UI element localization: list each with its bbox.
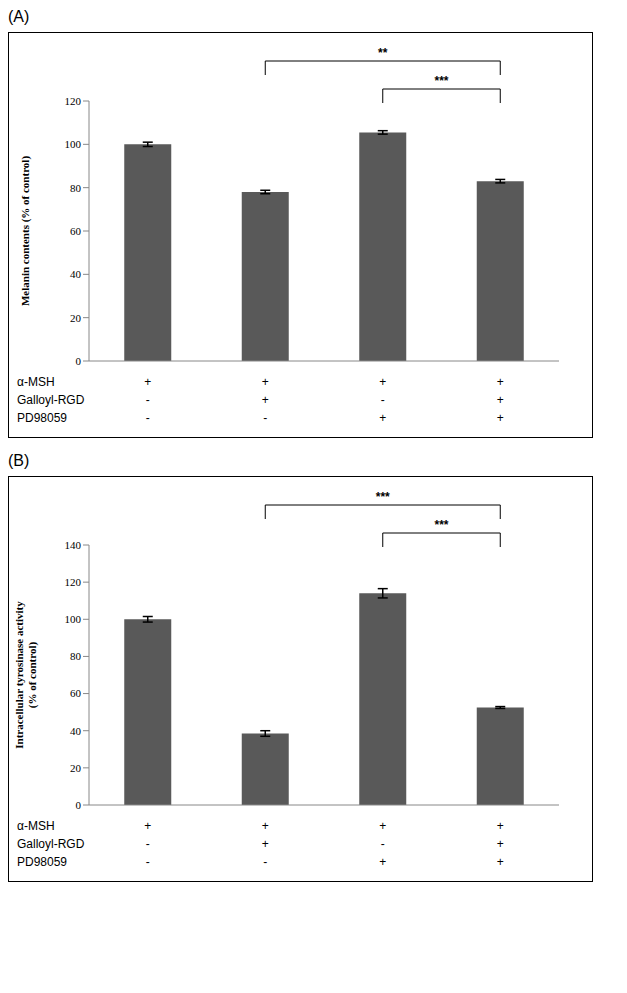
svg-text:***: *** bbox=[434, 74, 448, 88]
html-text:α-MSH: α-MSH bbox=[17, 375, 55, 389]
svg-text:0: 0 bbox=[76, 355, 82, 367]
svg-text:0: 0 bbox=[76, 799, 82, 811]
svg-text:80: 80 bbox=[70, 650, 82, 662]
html-text:PD98059: PD98059 bbox=[17, 855, 67, 869]
svg-text:Intracellular tyrosinase activ: Intracellular tyrosinase activity(% of c… bbox=[13, 601, 39, 749]
svg-text:120: 120 bbox=[65, 95, 82, 107]
svg-text:100: 100 bbox=[65, 613, 82, 625]
svg-text:60: 60 bbox=[70, 687, 82, 699]
svg-text:***: *** bbox=[434, 518, 448, 532]
svg-text:40: 40 bbox=[70, 725, 82, 737]
html-text:(A): (A) bbox=[8, 8, 30, 25]
svg-text:120: 120 bbox=[65, 576, 82, 588]
html-text:(B): (B) bbox=[8, 452, 30, 469]
html-text:Galloyl-RGD: Galloyl-RGD bbox=[17, 393, 85, 407]
svg-text:40: 40 bbox=[70, 268, 82, 280]
html-text:PD98059: PD98059 bbox=[17, 411, 67, 425]
svg-text:***: *** bbox=[376, 490, 390, 504]
svg-text:20: 20 bbox=[70, 312, 82, 324]
svg-text:60: 60 bbox=[70, 225, 82, 237]
svg-text:Melanin contents (% of control: Melanin contents (% of control) bbox=[19, 156, 32, 306]
html-text:α-MSH: α-MSH bbox=[17, 819, 55, 833]
svg-text:80: 80 bbox=[70, 182, 82, 194]
svg-text:140: 140 bbox=[65, 539, 82, 551]
html-text:Galloyl-RGD: Galloyl-RGD bbox=[17, 837, 85, 851]
svg-text:100: 100 bbox=[65, 138, 82, 150]
svg-text:**: ** bbox=[378, 46, 388, 60]
svg-text:20: 20 bbox=[70, 762, 82, 774]
